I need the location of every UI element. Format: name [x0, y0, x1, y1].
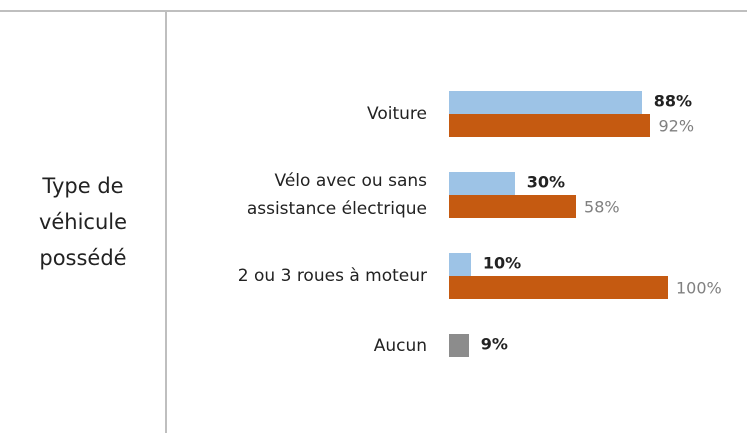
value-label: 100%: [676, 278, 722, 297]
value-label: 30%: [526, 172, 565, 191]
value-label: 9%: [480, 334, 508, 353]
divider: [165, 10, 167, 433]
bar: [449, 195, 577, 218]
value-label: 58%: [584, 197, 620, 216]
bar: [449, 334, 469, 357]
bar: [449, 276, 668, 299]
value-label: 10%: [482, 253, 522, 272]
top-rule: [0, 10, 747, 12]
bar: [449, 114, 651, 137]
bar: [449, 172, 515, 195]
y-axis-label: Type de véhicule possédé: [38, 174, 128, 270]
value-label: 92%: [658, 116, 695, 135]
category-label: Vélo avec ou sans assistance électrique: [246, 171, 427, 219]
category-label: 2 ou 3 roues à moteur: [237, 266, 427, 286]
bar: [449, 253, 471, 276]
value-label: 88%: [653, 91, 693, 110]
category-label: Voiture: [367, 104, 427, 124]
category-label: Aucun: [373, 335, 427, 356]
bar: [449, 91, 642, 114]
